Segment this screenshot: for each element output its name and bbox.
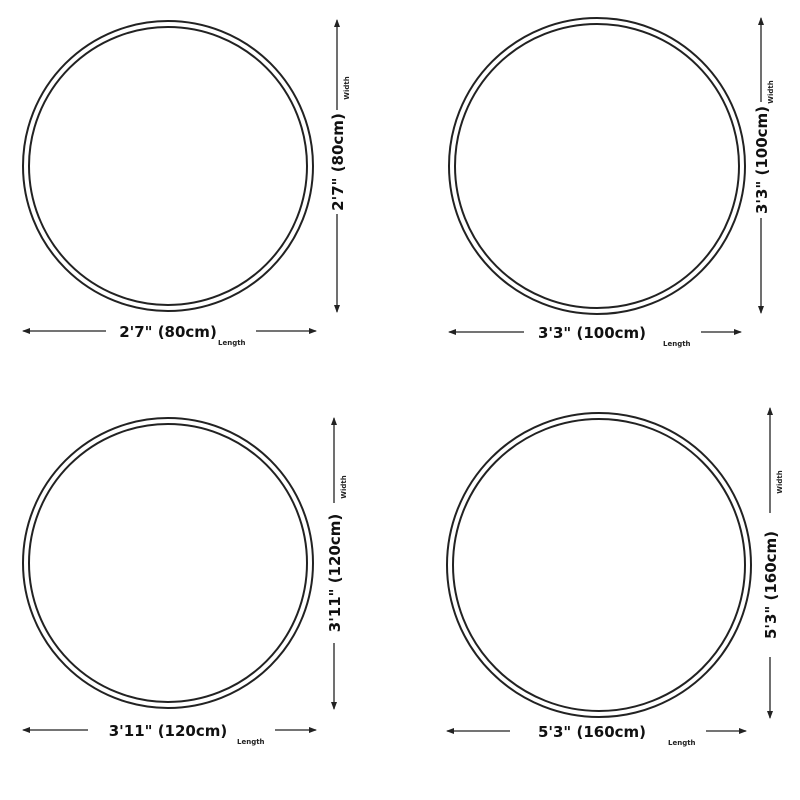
length-caption: Length: [237, 738, 265, 746]
length-label: 3'3" (100cm): [538, 324, 646, 342]
rug-outer-edge: [22, 20, 314, 312]
rug-outer-edge: [22, 417, 314, 709]
rug-outer-edge: [446, 412, 752, 718]
length-label: 3'11" (120cm): [109, 722, 227, 740]
rug-inner-edge: [454, 23, 740, 309]
length-caption: Length: [218, 339, 246, 347]
rug-panel: 3'11" (120cm) Width 3'11" (120cm) Length: [22, 417, 348, 746]
rug-panel: 5'3" (160cm) Width 5'3" (160cm) Length: [446, 407, 784, 747]
width-caption: Width: [343, 76, 351, 99]
width-label: 2'7" (80cm): [329, 113, 347, 211]
rug-inner-edge: [28, 423, 308, 703]
rug-inner-edge: [452, 418, 746, 712]
rug-panel: 3'3" (100cm) Width 3'3" (100cm) Length: [448, 17, 775, 348]
width-label: 3'3" (100cm): [753, 106, 771, 214]
length-label: 5'3" (160cm): [538, 723, 646, 741]
rug-inner-edge: [28, 26, 308, 306]
width-label: 5'3" (160cm): [762, 531, 780, 639]
width-caption: Width: [776, 470, 784, 493]
rug-outer-edge: [448, 17, 746, 315]
length-caption: Length: [668, 739, 696, 747]
width-caption: Width: [340, 475, 348, 498]
length-label: 2'7" (80cm): [119, 323, 217, 341]
width-label: 3'11" (120cm): [326, 514, 344, 632]
width-caption: Width: [767, 80, 775, 103]
length-caption: Length: [663, 340, 691, 348]
